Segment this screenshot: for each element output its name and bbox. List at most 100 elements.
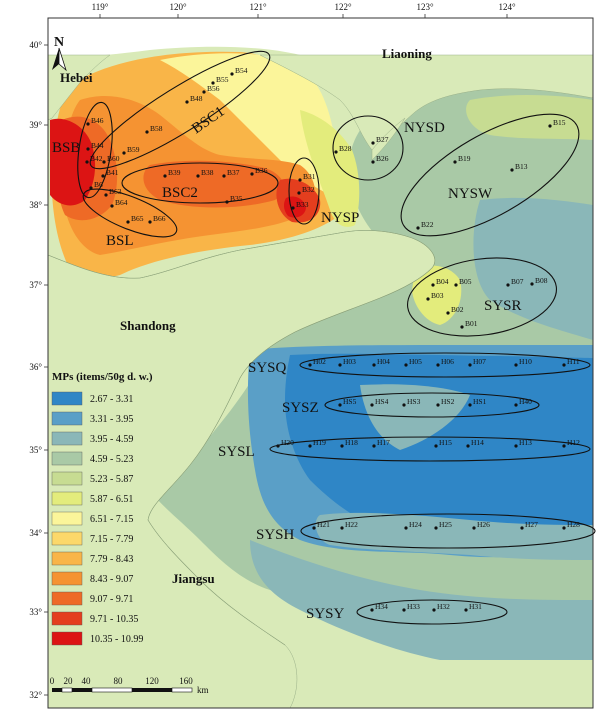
station-dot — [426, 297, 430, 301]
bohai-hotspot-darkred — [50, 118, 96, 206]
lon-label-120: 120° — [169, 2, 187, 12]
station-dot — [86, 122, 90, 126]
north-arrow-icon: N — [52, 35, 67, 72]
station-dot — [434, 526, 438, 530]
station-dot — [334, 150, 338, 154]
station-label: H22 — [345, 520, 358, 529]
station-h25: H25 — [434, 520, 452, 530]
legend-label-3: 4.59 - 5.23 — [90, 454, 133, 465]
scale-bar: 0 20 40 80 120 160 km — [50, 676, 209, 695]
station-label: H13 — [519, 438, 532, 447]
station-label: B44 — [91, 141, 104, 150]
station-dot — [472, 526, 476, 530]
station-b28: B28 — [334, 144, 352, 154]
station-label: H31 — [469, 602, 482, 611]
station-label: B03 — [431, 291, 444, 300]
station-dot — [464, 608, 468, 612]
station-label: B60 — [107, 154, 120, 163]
region-sysy: SYSY — [306, 606, 345, 622]
sysr-outline — [406, 257, 558, 337]
station-h04: H04 — [372, 357, 390, 367]
station-label: HS1 — [473, 397, 487, 406]
scale-tick-80: 80 — [114, 676, 124, 686]
station-label: H34 — [375, 602, 388, 611]
station-dot — [276, 444, 280, 448]
station-dot — [338, 403, 342, 407]
legend-swatch-3 — [51, 451, 83, 466]
lat-label-39: 39° — [29, 120, 42, 130]
lon-label-121: 121° — [249, 2, 267, 12]
station-label: B37 — [227, 168, 240, 177]
station-dot — [514, 444, 518, 448]
map-frame — [47, 17, 594, 709]
station-label: B39 — [168, 168, 181, 177]
station-dot — [404, 363, 408, 367]
station-dot — [196, 174, 200, 178]
region-sysr: SYSR — [484, 298, 522, 314]
station-dot — [466, 444, 470, 448]
legend-swatch-8 — [51, 551, 83, 566]
station-b56: B56 — [202, 84, 220, 94]
station-h03: H03 — [338, 357, 356, 367]
station-h28: H28 — [562, 520, 580, 530]
station-b35: B35 — [225, 194, 243, 204]
station-b04: B04 — [431, 277, 449, 287]
station-dot — [104, 193, 108, 197]
station-dot — [468, 403, 472, 407]
station-b22: B22 — [416, 220, 434, 230]
station-label: B6 — [94, 180, 103, 189]
region-bsc2: BSC2 — [162, 185, 198, 201]
station-dot — [514, 403, 518, 407]
north-arrow-letter: N — [54, 35, 64, 50]
station-dot — [122, 151, 126, 155]
station-h10: H10 — [514, 357, 532, 367]
station-dot — [85, 160, 89, 164]
lat-label-34: 34° — [29, 528, 42, 538]
station-b15: B15 — [548, 118, 566, 128]
station-label: B04 — [436, 277, 449, 286]
scale-tick-160: 160 — [179, 676, 193, 686]
station-b05: B05 — [454, 277, 472, 287]
station-dot — [250, 172, 254, 176]
station-label: B46 — [91, 116, 104, 125]
station-label: B63 — [109, 187, 122, 196]
station-label: B65 — [131, 214, 144, 223]
scale-tick-40: 40 — [82, 676, 92, 686]
scale-tick-20: 20 — [64, 676, 74, 686]
station-dot — [312, 526, 316, 530]
station-h18: H18 — [340, 438, 358, 448]
land-liaoning — [259, 54, 594, 151]
station-dot — [89, 186, 93, 190]
scale-tick-120: 120 — [145, 676, 159, 686]
station-label: B13 — [515, 162, 528, 171]
station-label: B27 — [376, 135, 389, 144]
station-dot — [372, 363, 376, 367]
station-dot — [148, 220, 152, 224]
legend-label-9: 8.43 - 9.07 — [90, 574, 133, 585]
legend-label-11: 9.71 - 10.35 — [90, 614, 138, 625]
legend-swatch-1 — [51, 411, 83, 426]
region-sysz: SYSZ — [282, 400, 319, 416]
legend-label-5: 5.87 - 6.51 — [90, 494, 133, 505]
station-b31: B31 — [298, 172, 316, 182]
station-hs2: HS2 — [436, 397, 455, 407]
lon-label-122: 122° — [334, 2, 352, 12]
station-b46: B46 — [86, 116, 104, 126]
station-dot — [308, 363, 312, 367]
legend-swatch-4 — [51, 471, 83, 486]
station-label: H04 — [377, 357, 390, 366]
station-b38: B38 — [196, 168, 214, 178]
bohai-yellow — [160, 53, 340, 200]
station-dot — [453, 160, 457, 164]
station-label: H11 — [567, 357, 580, 366]
legend-label-2: 3.95 - 4.59 — [90, 434, 133, 445]
station-b54: B54 — [230, 66, 248, 76]
scale-tick-0: 0 — [50, 676, 55, 686]
station-h20: H20 — [276, 438, 294, 448]
station-h31: H31 — [464, 602, 482, 612]
station-dot — [446, 311, 450, 315]
station-label: B42 — [90, 154, 103, 163]
station-b07: B07 — [506, 277, 524, 287]
station-dot — [530, 282, 534, 286]
station-label: B36 — [255, 166, 268, 175]
